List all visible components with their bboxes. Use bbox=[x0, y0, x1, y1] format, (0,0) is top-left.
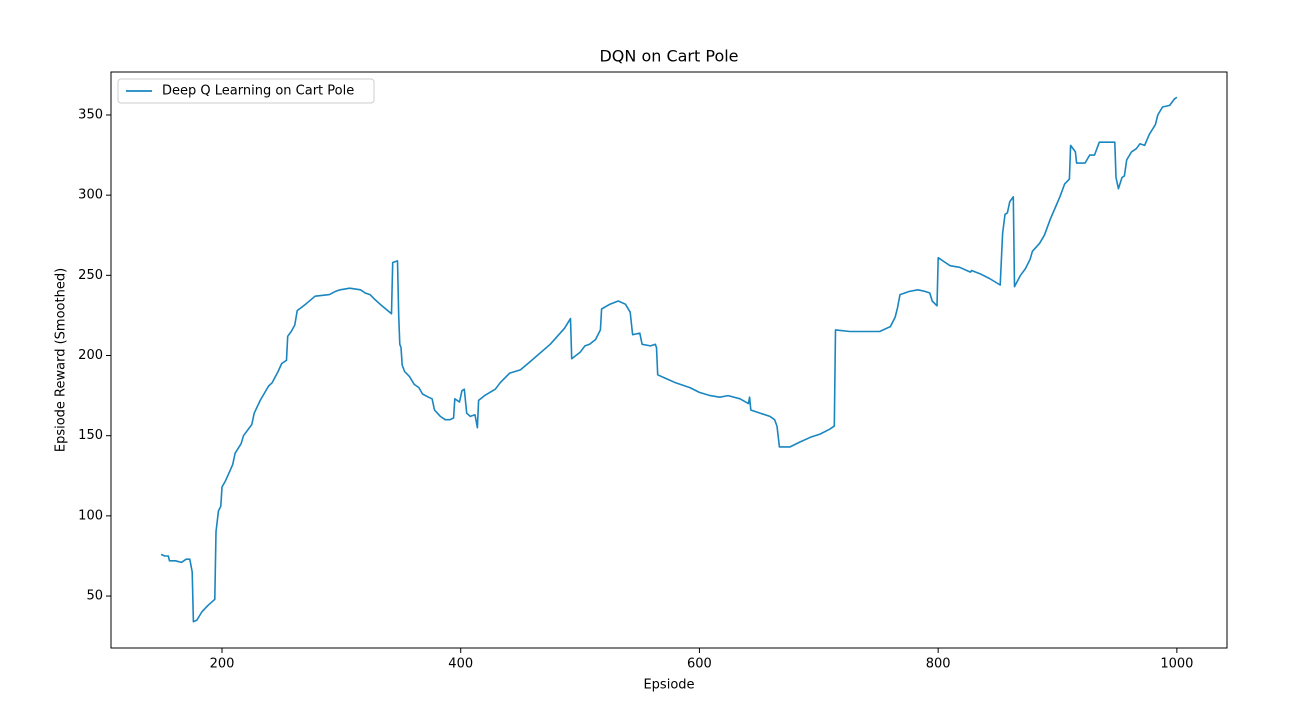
y-tick-label: 50 bbox=[86, 589, 103, 604]
y-axis-label: Epsiode Reward (Smoothed) bbox=[54, 268, 69, 452]
x-tick-label: 200 bbox=[210, 657, 235, 672]
legend-label: Deep Q Learning on Cart Pole bbox=[162, 84, 354, 99]
legend-box bbox=[117, 78, 375, 104]
y-tick-label: 300 bbox=[78, 188, 103, 203]
y-tick-label: 100 bbox=[78, 508, 103, 523]
x-tick-label: 800 bbox=[926, 657, 951, 672]
y-tick-label: 200 bbox=[78, 348, 103, 363]
y-tick-label: 250 bbox=[78, 268, 103, 283]
data-line bbox=[160, 96, 1178, 623]
y-tick-label: 350 bbox=[78, 107, 103, 122]
x-tick-label: 400 bbox=[448, 657, 473, 672]
plot-area bbox=[110, 71, 1228, 649]
x-tick-label: 600 bbox=[687, 657, 712, 672]
x-tick-label: 1000 bbox=[1160, 657, 1193, 672]
x-axis-label: Epsiode bbox=[643, 678, 694, 693]
chart-title: DQN on Cart Pole bbox=[599, 47, 738, 66]
y-tick-label: 150 bbox=[78, 428, 103, 443]
